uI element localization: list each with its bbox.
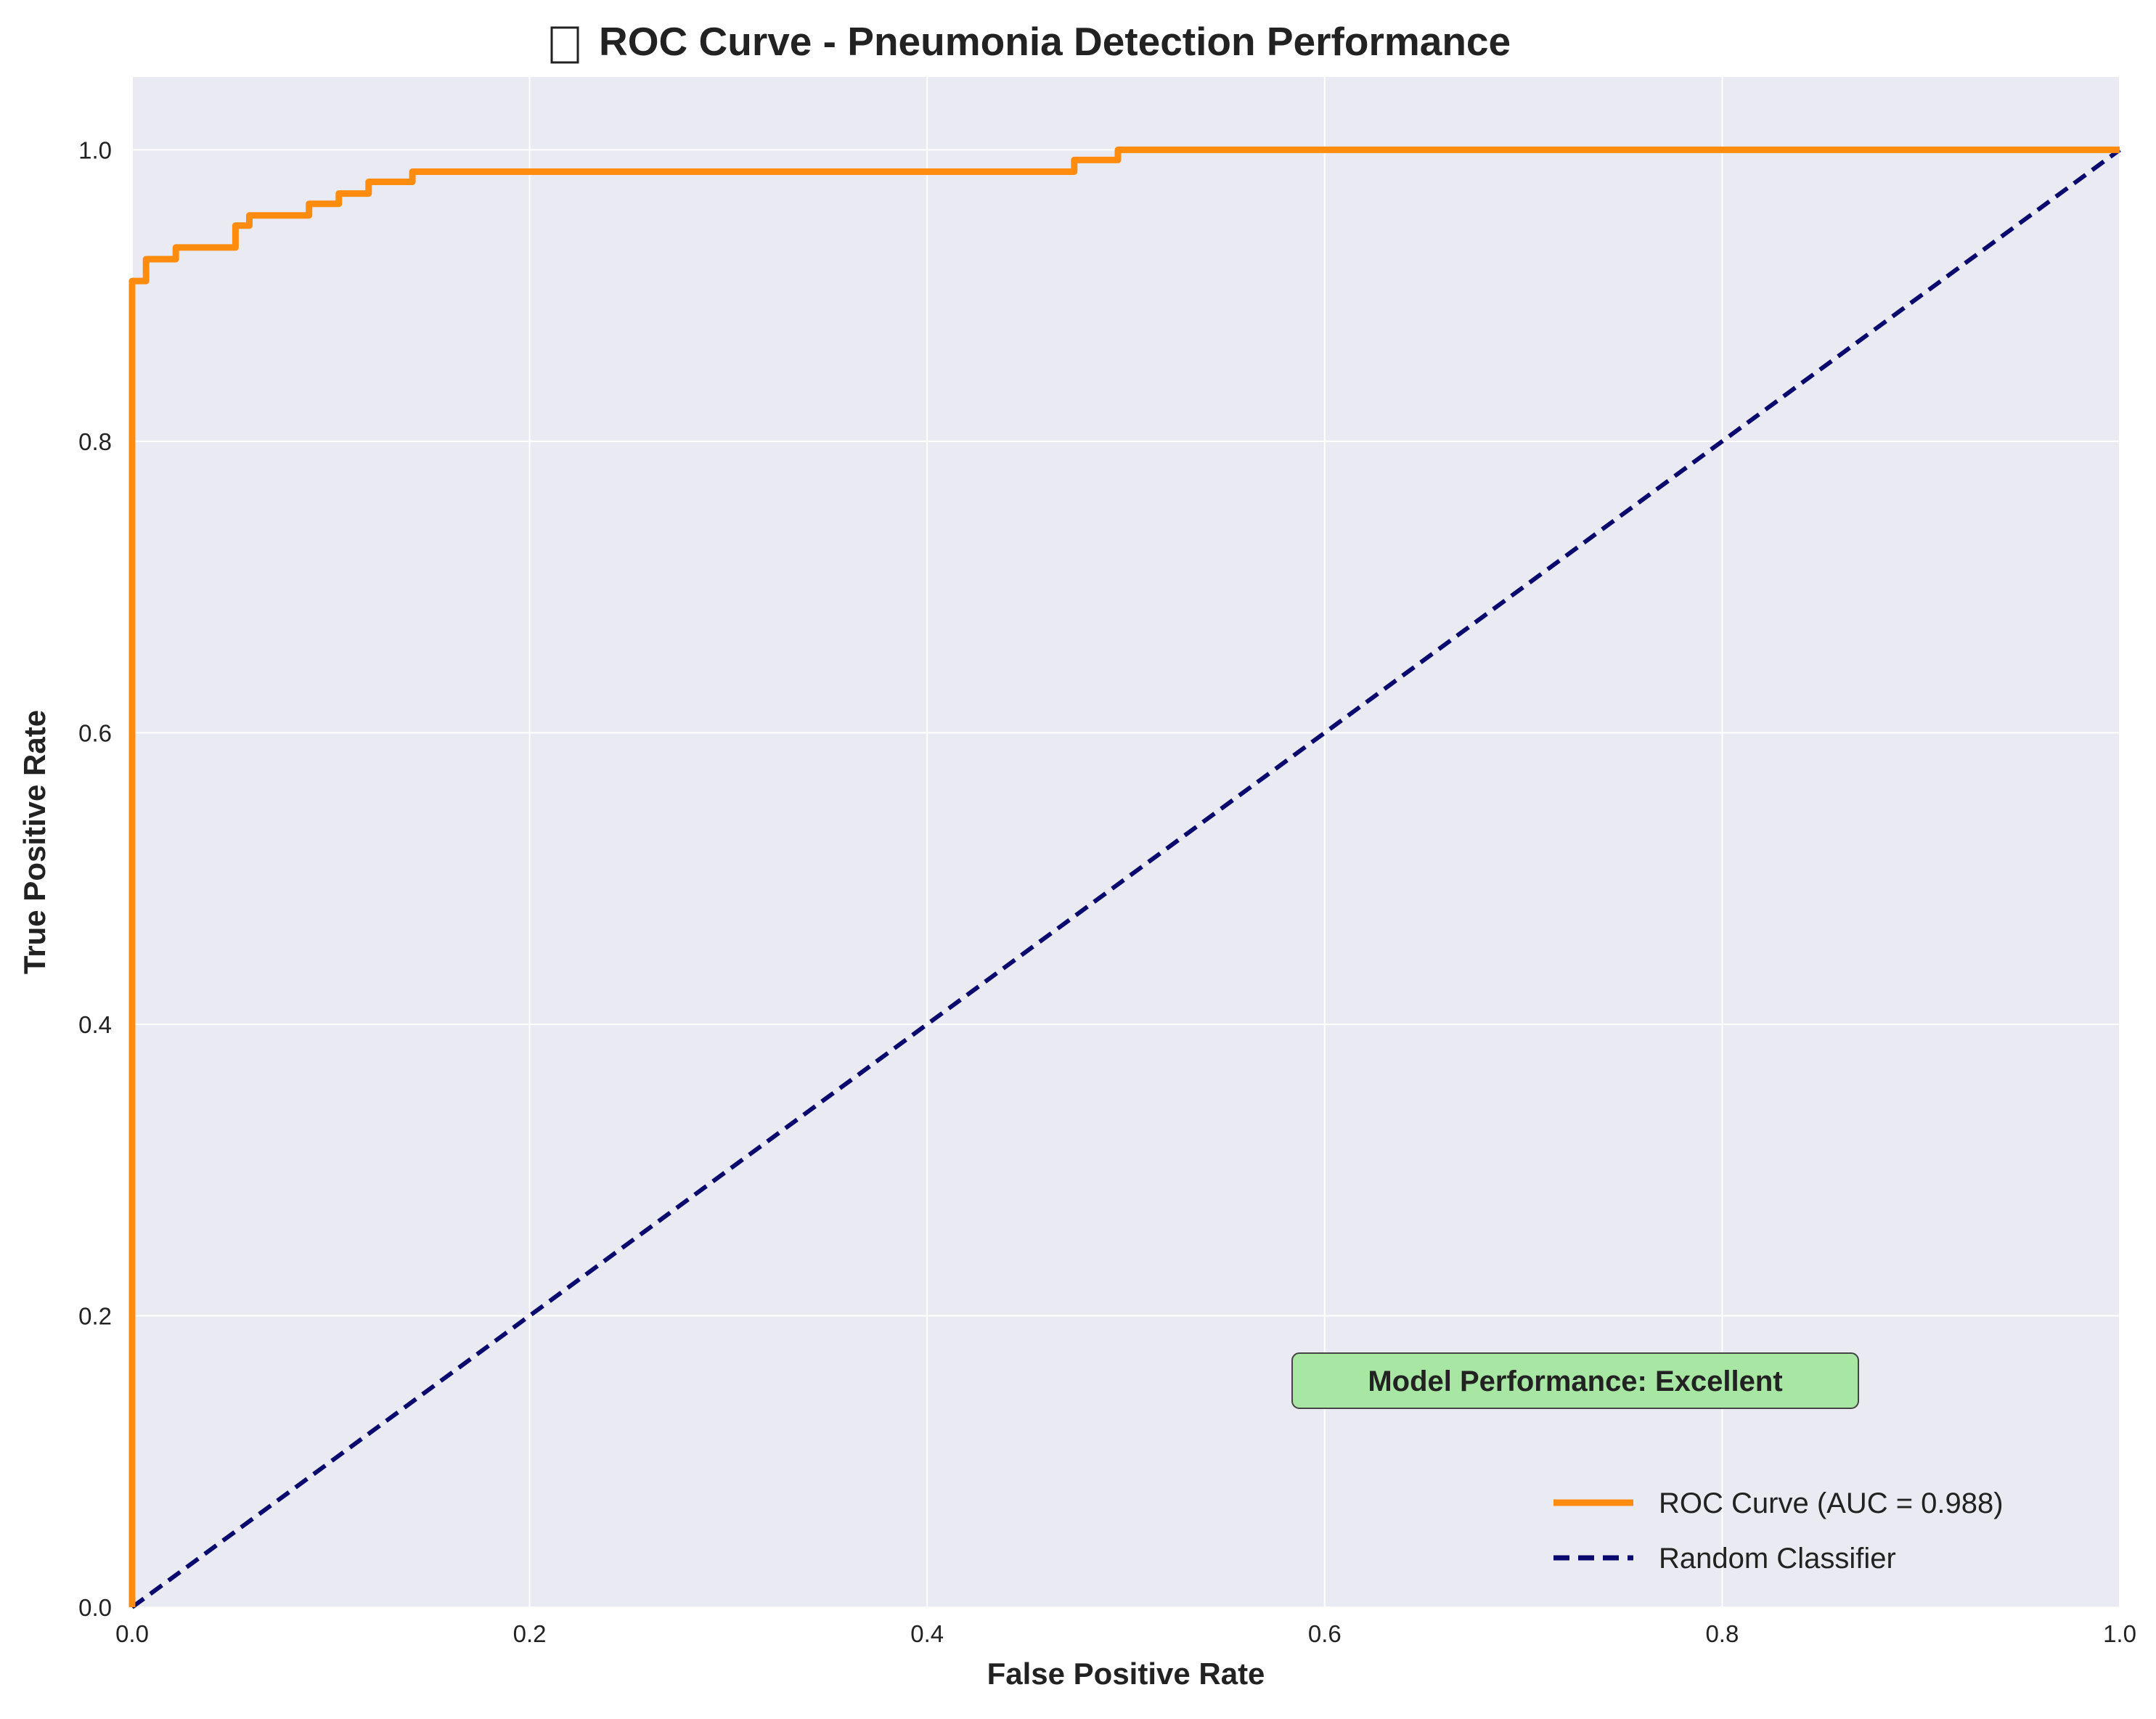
y-tick-labels: 0.0 0.2 0.4 0.6 0.8 1.0 xyxy=(78,136,112,1621)
y-tick-label: 0.4 xyxy=(78,1011,112,1038)
legend-random-label: Random Classifier xyxy=(1659,1543,1896,1575)
legend: ROC Curve (AUC = 0.988) Random Classifie… xyxy=(1553,1487,2004,1575)
x-axis-label: False Positive Rate xyxy=(987,1657,1265,1691)
y-tick-label: 0.0 xyxy=(78,1594,112,1621)
y-tick-label: 0.2 xyxy=(78,1302,112,1329)
chart-title: ROC Curve - Pneumonia Detection Performa… xyxy=(599,19,1511,64)
y-axis-label: True Positive Rate xyxy=(17,710,52,974)
x-tick-label: 0.0 xyxy=(115,1620,149,1647)
x-tick-label: 0.6 xyxy=(1308,1620,1342,1647)
x-tick-label: 1.0 xyxy=(2103,1620,2136,1647)
legend-roc-label: ROC Curve (AUC = 0.988) xyxy=(1659,1487,2004,1519)
annotation-box xyxy=(1291,1352,1859,1409)
y-tick-label: 0.6 xyxy=(78,719,112,746)
annotation-text: Model Performance: Excellent xyxy=(1368,1365,1782,1397)
x-tick-label: 0.2 xyxy=(513,1620,547,1647)
x-tick-label: 0.4 xyxy=(910,1620,944,1647)
x-tick-label: 0.8 xyxy=(1705,1620,1739,1647)
stethoscope-icon xyxy=(550,26,579,64)
chart-title-group: ROC Curve - Pneumonia Detection Performa… xyxy=(550,19,1511,64)
performance-annotation: Model Performance: Excellent xyxy=(1291,1352,1859,1409)
x-tick-labels: 0.0 0.2 0.4 0.6 0.8 1.0 xyxy=(115,1620,2136,1647)
y-tick-label: 1.0 xyxy=(78,136,112,163)
y-tick-label: 0.8 xyxy=(78,428,112,455)
series-layer xyxy=(128,146,2121,1609)
plot-area xyxy=(132,77,2120,1607)
roc-curve-line xyxy=(128,146,2120,1607)
random-classifier-line xyxy=(131,147,2121,1609)
